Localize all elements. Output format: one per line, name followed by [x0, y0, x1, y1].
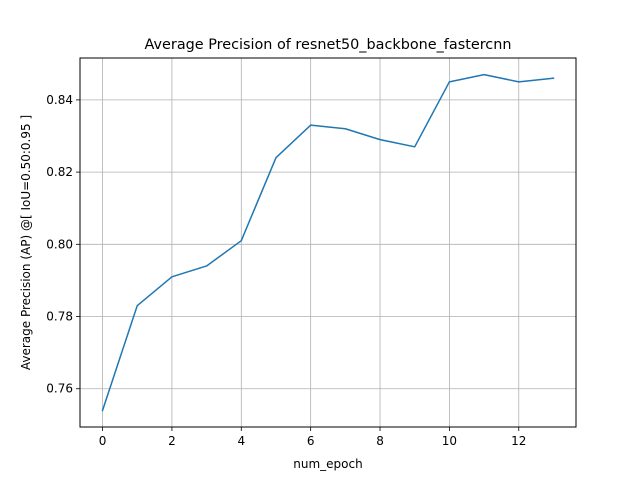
x-tick-label: 0: [99, 434, 107, 448]
y-tick-label: 0.84: [46, 93, 73, 107]
x-tick-label: 8: [376, 434, 384, 448]
x-tick-label: 12: [511, 434, 526, 448]
x-tick-label: 4: [237, 434, 245, 448]
y-axis-label: Average Precision (AP) @[ IoU=0.50:0.95 …: [19, 115, 33, 370]
y-tick-label: 0.78: [46, 310, 73, 324]
x-tick-label: 10: [442, 434, 457, 448]
y-tick-label: 0.80: [46, 237, 73, 251]
y-tick-label: 0.76: [46, 382, 73, 396]
x-tick-label: 6: [307, 434, 315, 448]
chart-title: Average Precision of resnet50_backbone_f…: [145, 37, 512, 53]
x-tick-label: 2: [168, 434, 176, 448]
x-axis-label: num_epoch: [293, 457, 362, 471]
y-tick-label: 0.82: [46, 165, 73, 179]
